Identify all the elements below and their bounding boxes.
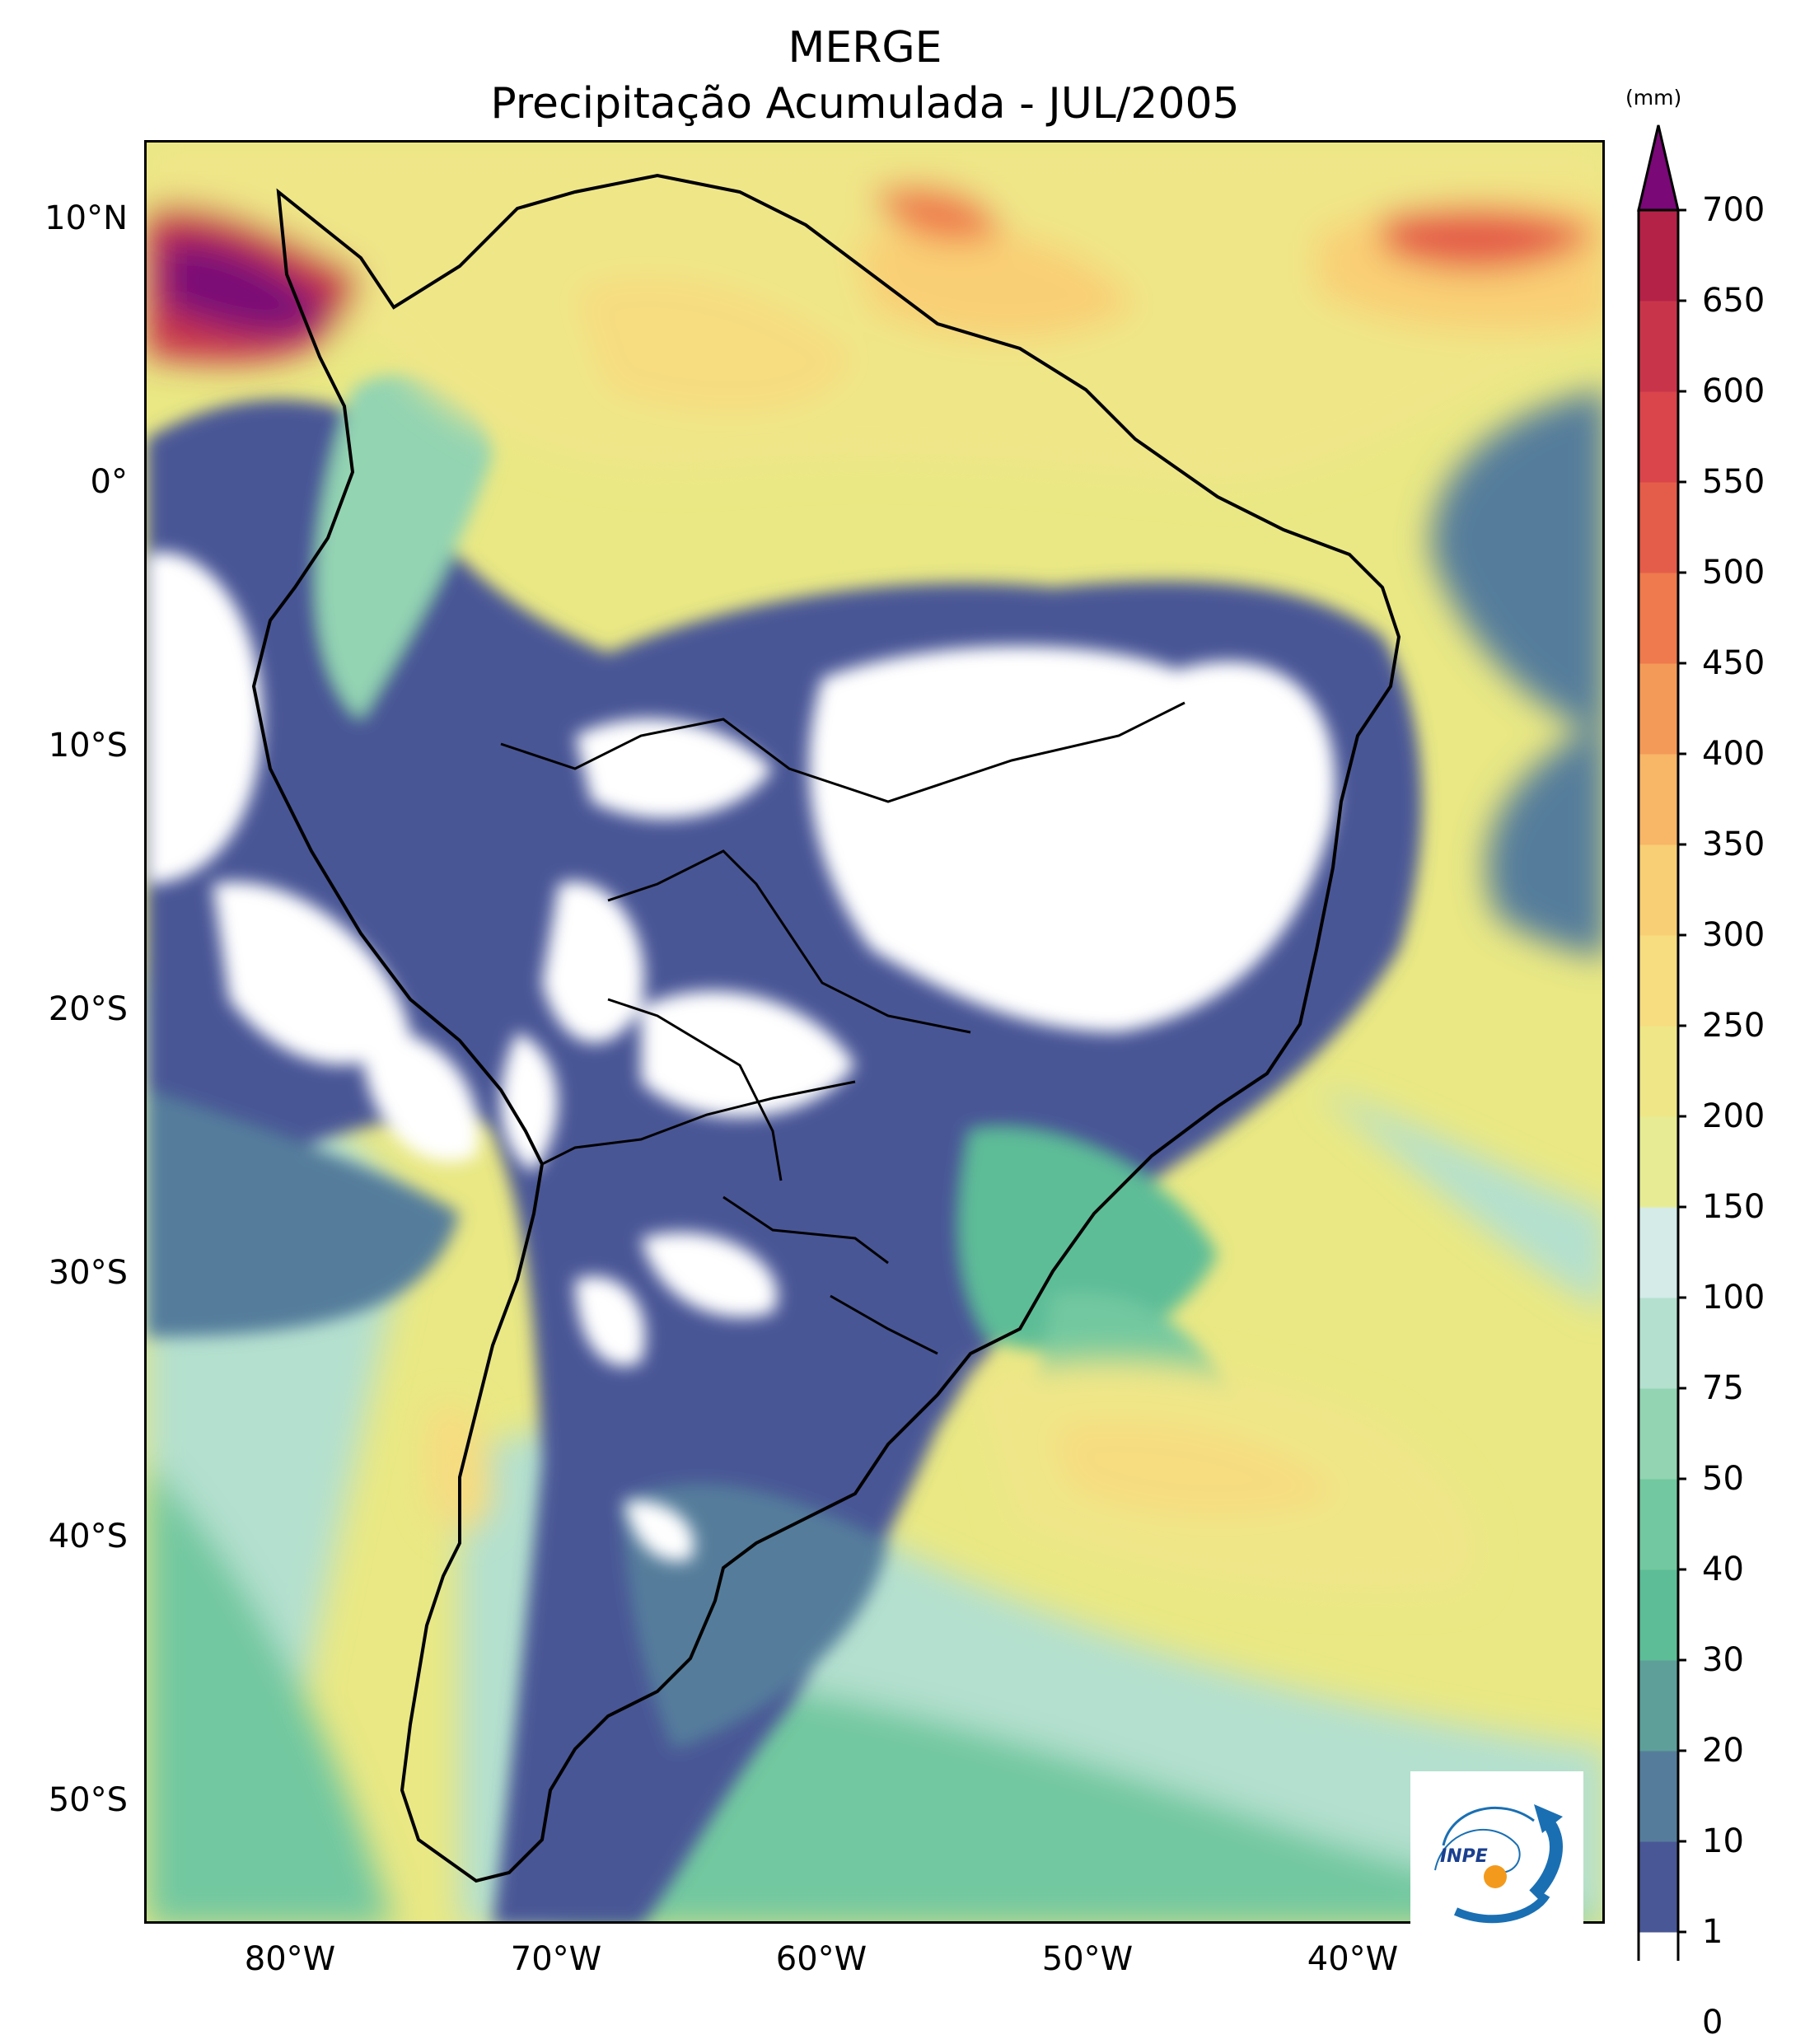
colorbar-segment	[1639, 935, 1678, 1027]
lat-tick-label: 40°S	[48, 1518, 128, 1555]
colorbar-segment	[1639, 482, 1678, 573]
colorbar-tick-label: 700	[1702, 191, 1765, 229]
colorbar-segment	[1639, 1660, 1678, 1752]
colorbar-segment	[1639, 1841, 1678, 1933]
colorbar-tick-label: 0	[1702, 2004, 1723, 2042]
colorbar-tick-label: 350	[1702, 826, 1765, 863]
lon-tick-label: 50°W	[1041, 1940, 1134, 1978]
colorbar-segment	[1639, 1116, 1678, 1208]
lon-tick-label: 40°W	[1307, 1940, 1399, 1978]
inpe-logo: INPE	[1410, 1771, 1583, 1944]
colorbar-segment	[1639, 1751, 1678, 1842]
continent-outline	[251, 173, 1401, 1883]
colorbar-tick-label: 100	[1702, 1279, 1765, 1317]
colorbar-tick-label: 30	[1702, 1641, 1744, 1679]
svg-text:INPE: INPE	[1440, 1846, 1488, 1867]
lat-tick-label: 50°S	[48, 1781, 128, 1819]
colorbar-segment	[1639, 754, 1678, 845]
lat-tick-label: 10°S	[48, 727, 128, 765]
colorbar-tick-label: 500	[1702, 554, 1765, 592]
precipitation-map	[144, 140, 1605, 1924]
colorbar-segment	[1639, 210, 1678, 302]
colorbar-tick-label: 600	[1702, 372, 1765, 410]
colorbar-unit: (mm)	[1625, 86, 1682, 110]
lat-tick-label: 0°	[90, 463, 128, 501]
colorbar-tick-label: 50	[1702, 1460, 1744, 1498]
map-title: MERGE	[788, 23, 942, 72]
lat-tick-label: 20°S	[48, 990, 128, 1028]
colorbar-tick-label: 40	[1702, 1551, 1744, 1588]
colorbar-segment	[1639, 1932, 1678, 1961]
colorbar-segment	[1639, 391, 1678, 483]
colorbar-tick-label: 450	[1702, 644, 1765, 682]
lat-tick-label: 10°N	[44, 199, 128, 237]
map-canvas	[147, 143, 1602, 1921]
map-subtitle: Precipitação Acumulada - JUL/2005	[490, 79, 1240, 129]
colorbar-segment	[1639, 1569, 1678, 1661]
colorbar-segment	[1639, 1026, 1678, 1117]
colorbar-tick-label: 10	[1702, 1822, 1744, 1860]
lon-tick-label: 60°W	[775, 1940, 867, 1978]
colorbar-extend-arrow	[1637, 124, 1680, 212]
colorbar-tick-label: 550	[1702, 463, 1765, 501]
colorbar-segment	[1639, 1207, 1678, 1298]
colorbar-segment	[1639, 1479, 1678, 1570]
colorbar-tick-label: 650	[1702, 282, 1765, 320]
colorbar-segment	[1639, 1388, 1678, 1480]
colorbar	[1637, 124, 1686, 1961]
colorbar-tick-label: 250	[1702, 1007, 1765, 1045]
colorbar-tick-label: 150	[1702, 1188, 1765, 1226]
colorbar-segment	[1639, 573, 1678, 664]
colorbar-segment	[1639, 663, 1678, 755]
colorbar-tick-label: 1	[1702, 1913, 1723, 1951]
colorbar-segment	[1639, 301, 1678, 392]
colorbar-tick-label: 75	[1702, 1369, 1744, 1407]
colorbar-tick-label: 300	[1702, 916, 1765, 954]
lon-tick-label: 70°W	[510, 1940, 602, 1978]
colorbar-tick-label: 200	[1702, 1097, 1765, 1135]
colorbar-tick-label: 400	[1702, 735, 1765, 773]
colorbar-segment	[1639, 844, 1678, 936]
lat-tick-label: 30°S	[48, 1254, 128, 1292]
colorbar-tick-label: 20	[1702, 1732, 1744, 1770]
lon-tick-label: 80°W	[244, 1940, 336, 1978]
colorbar-segment	[1639, 1298, 1678, 1389]
wet-band-atlantic	[427, 1358, 1481, 1597]
country-borders	[500, 701, 1185, 1355]
